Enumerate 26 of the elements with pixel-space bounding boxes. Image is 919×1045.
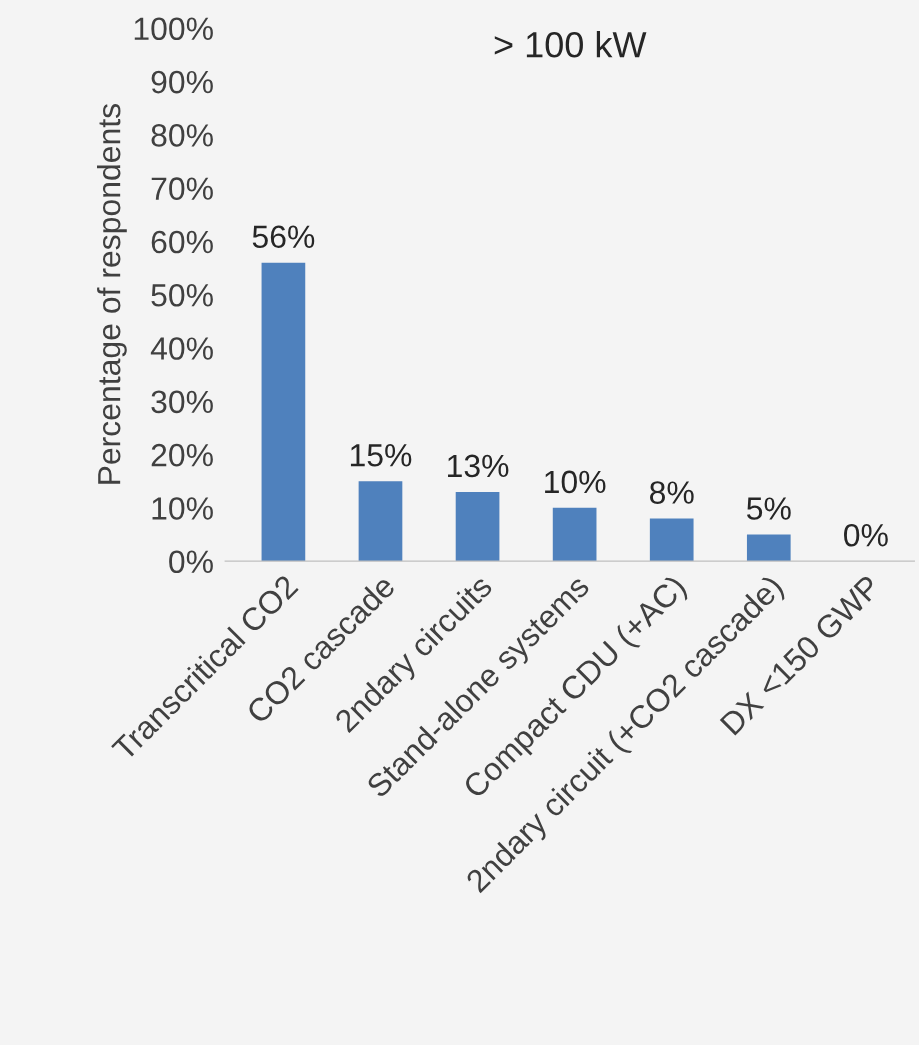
data-label: 8% bbox=[650, 481, 694, 504]
y-tick-label: 0% bbox=[169, 550, 213, 574]
data-label: 13% bbox=[448, 454, 509, 478]
y-tick-label: 60% bbox=[151, 230, 213, 254]
data-label: 15% bbox=[350, 444, 412, 467]
y-tick-label: 40% bbox=[150, 337, 213, 360]
data-label: 10% bbox=[545, 470, 606, 494]
bar bbox=[649, 518, 694, 562]
data-label: 5% bbox=[746, 497, 791, 520]
y-tick-label: 50% bbox=[151, 283, 213, 307]
chart-title: > 100 kW bbox=[494, 31, 647, 58]
y-tick-label: 80% bbox=[151, 124, 213, 147]
y-tick-label: 100% bbox=[134, 17, 213, 41]
bar bbox=[455, 491, 500, 562]
y-tick-label: 10% bbox=[152, 497, 213, 520]
bar bbox=[261, 262, 306, 562]
y-tick-label: 70% bbox=[151, 177, 213, 200]
data-label: 56% bbox=[252, 225, 315, 249]
data-label: 0% bbox=[844, 523, 888, 547]
y-axis-title: Percentage of respondents bbox=[97, 104, 127, 484]
bar bbox=[552, 507, 597, 562]
y-tick-label: 30% bbox=[151, 390, 213, 414]
y-tick-label: 90% bbox=[151, 70, 213, 94]
bar bbox=[746, 534, 791, 562]
bar bbox=[358, 481, 403, 562]
y-tick-label: 20% bbox=[151, 443, 213, 467]
